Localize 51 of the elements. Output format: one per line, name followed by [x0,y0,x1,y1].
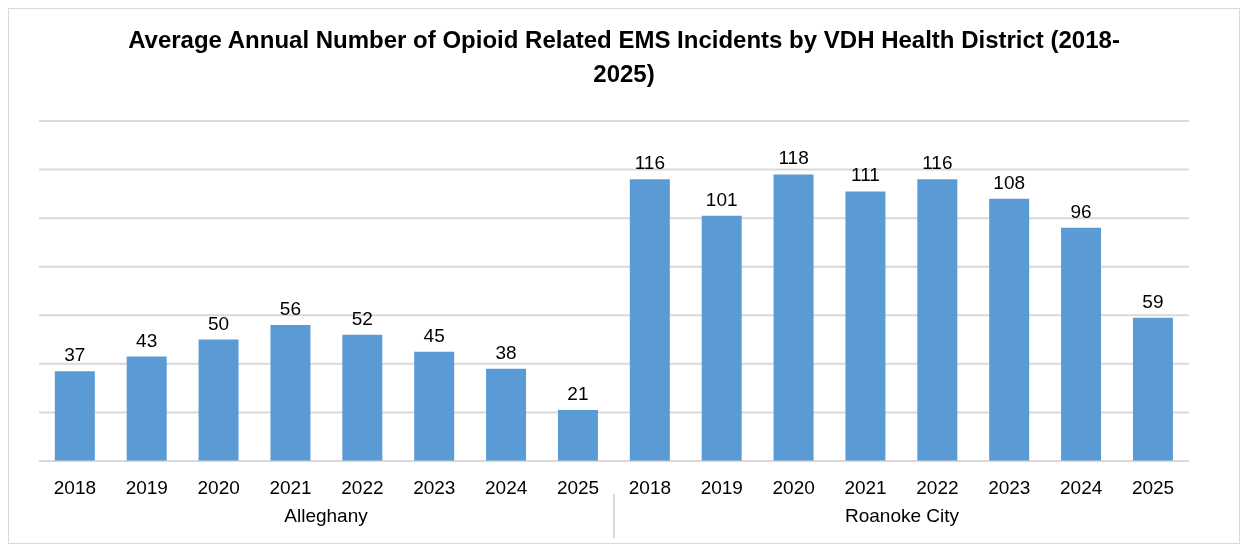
x-tick-label: 2019 [125,477,168,499]
chart-title: Average Annual Number of Opioid Related EMS Incidents by VDH Health District (2018-2025) [127,25,1121,89]
data-label: 52 [351,307,373,329]
x-tick-label: 2018 [53,477,97,499]
x-tick-label: 2020 [772,477,815,499]
data-label: 45 [423,324,445,346]
x-tick-label: 2019 [700,477,743,499]
x-tick-label: 2021 [844,477,887,499]
data-label: 21 [567,383,589,404]
data-label: 111 [850,164,880,186]
bar [126,356,167,461]
x-tick-label: 2024 [485,477,528,499]
data-label: 50 [207,312,230,334]
bar [414,351,455,461]
data-label: 96 [1070,200,1092,222]
data-label: 118 [778,147,809,169]
x-tick-label: 2020 [197,477,240,499]
x-tick-label: 2021 [269,477,312,499]
text: Roanoke City [844,505,960,526]
bar [629,179,670,461]
x-tick-label: 2025 [1131,477,1175,499]
data-label: 101 [705,188,738,210]
bar [773,174,814,461]
bar [701,215,742,461]
bar [845,191,886,461]
bar [989,198,1030,461]
x-tick-label: 2023 [413,477,456,499]
bar [1061,227,1102,461]
x-tick-label: 2022 [341,477,384,499]
data-label: 38 [495,341,517,363]
bar [270,325,311,461]
data-label: 59 [1142,290,1164,312]
data-label: 116 [634,152,665,174]
bar [486,368,527,461]
bar [198,339,239,461]
data-label: 116 [922,152,953,174]
data-label: 37 [64,344,86,366]
data-label: 43 [136,329,158,351]
bar [917,179,958,461]
bar [557,410,598,461]
bar [342,334,383,461]
x-tick-label: 2018 [628,477,672,499]
x-tick-label: 2024 [1060,477,1103,499]
x-tick-label: 2023 [988,477,1031,499]
bar [1132,317,1173,461]
x-tick-label: 2025 [556,477,600,499]
text: Alleghany [284,505,368,526]
bar [54,371,95,461]
data-label: 56 [279,298,302,319]
x-tick-label: 2022 [916,477,959,499]
data-label: 108 [993,171,1026,193]
